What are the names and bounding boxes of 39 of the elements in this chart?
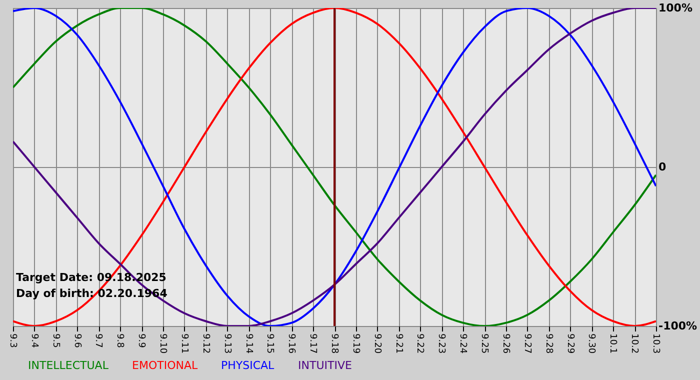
x-tick-label: 9.29 xyxy=(564,334,575,354)
x-tick-label: 9.20 xyxy=(372,334,382,354)
x-tick-label: 9.15 xyxy=(264,334,275,354)
x-tick-label: 9.25 xyxy=(479,334,490,354)
x-tick-label: 9.10 xyxy=(158,334,168,354)
line-series xyxy=(13,8,656,326)
x-tick-label: 9.19 xyxy=(350,334,360,354)
x-tick-label: 10.3 xyxy=(650,334,660,354)
x-tick-label: 9.8 xyxy=(114,334,125,348)
x-tick-label: 9.23 xyxy=(436,334,446,354)
x-tick-label: 9.5 xyxy=(50,334,60,348)
x-tick-label: 9.24 xyxy=(458,334,468,354)
y-tick-label: 100% xyxy=(658,2,692,14)
x-tick-label: 9.28 xyxy=(543,334,554,354)
text: EMOTIONAL xyxy=(132,358,198,372)
text: PHYSICAL xyxy=(221,358,276,372)
x-tick-label: 9.26 xyxy=(500,334,510,354)
x-tick-label: 9.16 xyxy=(286,334,296,354)
x-tick-label: 10.1 xyxy=(608,334,618,354)
x-tick-label: 9.22 xyxy=(414,334,425,354)
x-tick-label: 9.11 xyxy=(178,334,189,354)
x-tick-label: 9.27 xyxy=(522,334,532,354)
x-tick-label: 9.12 xyxy=(200,334,210,354)
x-tick-label: 9.17 xyxy=(308,334,318,354)
text: INTUITIVE xyxy=(298,358,352,372)
text: INTELLECTUAL xyxy=(28,358,110,372)
x-tick-label: 9.21 xyxy=(393,334,404,354)
x-tick-label: 9.6 xyxy=(72,334,82,348)
x-tick-label: 9.3 xyxy=(8,334,18,348)
x-tick-label: 9.9 xyxy=(136,334,146,348)
x-tick-label: 9.18 xyxy=(329,334,339,354)
x-tick-label: 9.14 xyxy=(243,334,254,354)
y-tick-label: -100% xyxy=(658,320,698,332)
x-tick-label: 9.30 xyxy=(586,334,596,354)
x-tick-label: 9.4 xyxy=(28,334,39,348)
x-tick-label: 9.7 xyxy=(93,334,104,348)
y-tick-label: 0 xyxy=(658,160,666,174)
x-tick-label: 10.2 xyxy=(629,334,640,354)
x-tick-label: 9.13 xyxy=(222,334,232,354)
